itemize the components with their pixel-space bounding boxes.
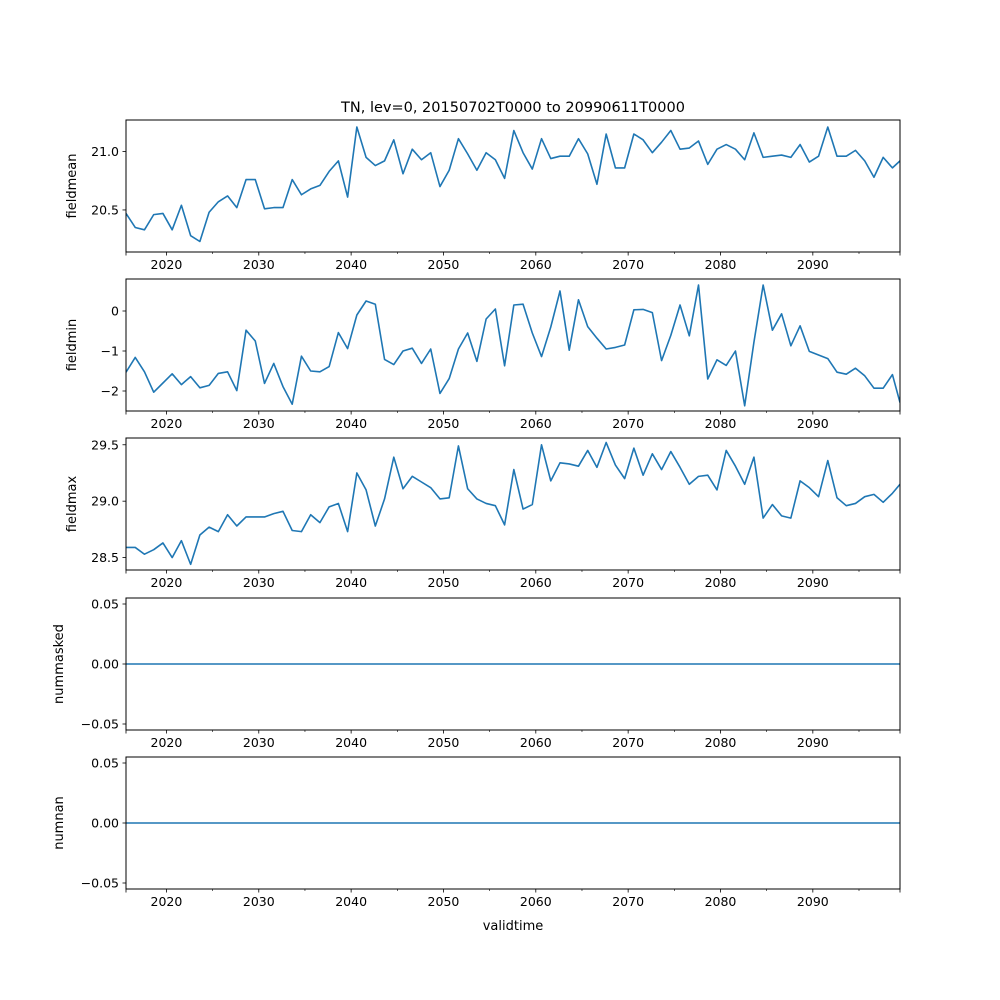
x-tick-label: 2090 bbox=[797, 894, 829, 909]
x-tick-label: 2070 bbox=[612, 257, 644, 272]
x-tick-label: 2050 bbox=[428, 894, 460, 909]
x-tick-label: 2070 bbox=[612, 735, 644, 750]
y-tick-label: 29.5 bbox=[91, 437, 119, 452]
y-tick-label: 21.0 bbox=[91, 144, 119, 159]
x-tick-label: 2080 bbox=[705, 735, 737, 750]
axes-frame bbox=[125, 278, 901, 412]
axes-frame bbox=[125, 119, 901, 253]
x-tick-label: 2040 bbox=[335, 894, 367, 909]
x-tick-label: 2060 bbox=[520, 257, 552, 272]
x-tick-label: 2050 bbox=[428, 257, 460, 272]
subplot-fieldmin: −2 −1 0 fieldmin 2020 2030 2040 2050 2060 2070 208… bbox=[65, 278, 901, 431]
y-axis-label: nummasked bbox=[52, 624, 67, 704]
x-tick-label: 2020 bbox=[151, 575, 183, 590]
x-tick-label: 2050 bbox=[428, 575, 460, 590]
chart-title: TN, lev=0, 20150702T0000 to 20990611T000… bbox=[340, 100, 685, 116]
y-tick-label: −2 bbox=[101, 384, 119, 399]
x-tick-label: 2080 bbox=[705, 257, 737, 272]
x-tick-label: 2020 bbox=[151, 257, 183, 272]
x-tick-label: 2070 bbox=[612, 575, 644, 590]
y-tick-label: −0.05 bbox=[81, 717, 119, 732]
axes-frame bbox=[125, 437, 901, 571]
x-tick-label: 2030 bbox=[243, 416, 275, 431]
x-tick-label: 2090 bbox=[797, 575, 829, 590]
x-tick-label: 2060 bbox=[520, 416, 552, 431]
y-tick-label: −1 bbox=[101, 344, 119, 359]
x-tick-label: 2080 bbox=[705, 575, 737, 590]
y-tick-label: 0 bbox=[111, 304, 119, 319]
x-tick-label: 2060 bbox=[520, 894, 552, 909]
x-tick-label: 2060 bbox=[520, 735, 552, 750]
x-axis-label: validtime bbox=[483, 919, 544, 934]
y-tick-label: 20.5 bbox=[91, 202, 119, 217]
subplot-fieldmean: 20.5 21.0 fieldmean 2020 2030 2040 2050 2060 207… bbox=[65, 119, 901, 272]
x-tick-label: 2080 bbox=[705, 416, 737, 431]
y-axis-label: fieldmax bbox=[65, 476, 80, 533]
x-tick-label: 2030 bbox=[243, 894, 275, 909]
x-tick-label: 2020 bbox=[151, 416, 183, 431]
y-axis-label: fieldmin bbox=[65, 319, 80, 372]
x-tick-label: 2070 bbox=[612, 416, 644, 431]
x-tick-label: 2050 bbox=[428, 735, 460, 750]
x-tick-label: 2020 bbox=[151, 894, 183, 909]
x-tick-label: 2050 bbox=[428, 416, 460, 431]
subplot-fieldmax: 28.5 29.0 29.5 fieldmax 2020 2030 2040 2050 2060… bbox=[65, 437, 901, 590]
x-tick-label: 2040 bbox=[335, 416, 367, 431]
x-tick-label: 2030 bbox=[243, 575, 275, 590]
series-line-fieldmean bbox=[126, 126, 900, 243]
x-tick-label: 2090 bbox=[797, 735, 829, 750]
x-tick-label: 2080 bbox=[705, 894, 737, 909]
y-tick-label: 0.05 bbox=[91, 597, 119, 612]
y-tick-label: 28.5 bbox=[91, 550, 119, 565]
x-tick-label: 2040 bbox=[335, 575, 367, 590]
subplot-nummasked: −0.05 0.00 0.05 nummasked 2020 2030 2040 2050 20… bbox=[52, 597, 901, 750]
series-line-fieldmin bbox=[126, 284, 900, 407]
y-tick-label: 0.00 bbox=[91, 816, 119, 831]
y-tick-label: 29.0 bbox=[91, 494, 119, 509]
y-tick-label: 0.05 bbox=[91, 756, 119, 771]
y-axis-label: numnan bbox=[52, 796, 67, 850]
x-tick-label: 2030 bbox=[243, 257, 275, 272]
y-axis-label: fieldmean bbox=[65, 154, 80, 219]
y-tick-label: −0.05 bbox=[81, 876, 119, 891]
x-tick-label: 2090 bbox=[797, 416, 829, 431]
x-tick-label: 2060 bbox=[520, 575, 552, 590]
x-tick-label: 2040 bbox=[335, 735, 367, 750]
subplot-numnan: −0.05 0.00 0.05 numnan 2020 2030 2040 2050 2060 2… bbox=[52, 756, 901, 909]
x-tick-label: 2070 bbox=[612, 894, 644, 909]
series-line-fieldmax bbox=[126, 441, 900, 566]
y-tick-label: 0.00 bbox=[91, 657, 119, 672]
x-tick-label: 2090 bbox=[797, 257, 829, 272]
subplot-panels: 20.5 21.0 fieldmean 2020 2030 2040 2050 2060 207… bbox=[52, 119, 901, 909]
x-tick-label: 2030 bbox=[243, 735, 275, 750]
x-tick-label: 2020 bbox=[151, 735, 183, 750]
x-tick-label: 2040 bbox=[335, 257, 367, 272]
